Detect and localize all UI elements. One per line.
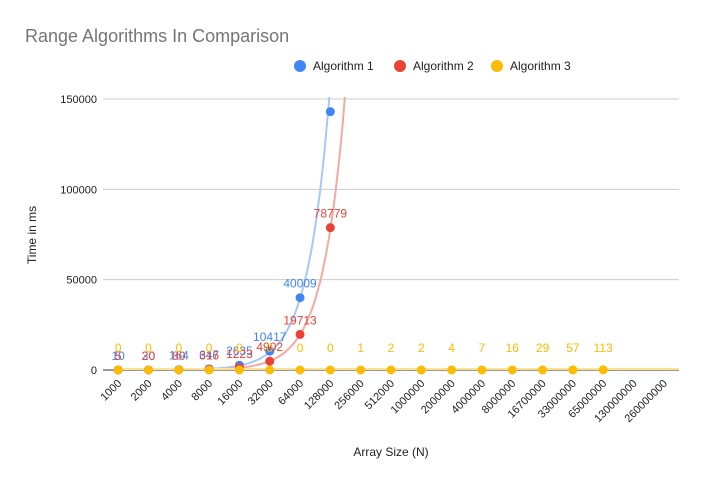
data-label: 2	[418, 341, 425, 355]
y-axis-label: Time in ms	[25, 206, 39, 264]
data-point	[325, 107, 335, 117]
x-tick-label: 128000	[302, 378, 336, 412]
data-label: 78779	[314, 207, 348, 221]
data-label: 2	[388, 341, 395, 355]
data-point	[143, 365, 153, 375]
data-label: 113	[594, 341, 613, 355]
legend-marker	[294, 60, 306, 72]
data-label: 0	[297, 341, 304, 355]
data-label: 647	[199, 348, 219, 362]
data-point	[325, 365, 335, 375]
data-point	[447, 365, 457, 375]
data-label: 80	[172, 349, 186, 363]
legend-label: Algorithm 2	[413, 59, 474, 73]
x-tick-label: 4000	[159, 378, 185, 404]
chart-title: Range Algorithms In Comparison	[25, 26, 289, 46]
data-label: 0	[175, 341, 182, 355]
x-tick-label: 16000	[215, 378, 245, 408]
data-label: 7	[479, 341, 486, 355]
data-label: 16	[506, 341, 520, 355]
data-point	[265, 365, 275, 375]
data-label: 0	[115, 341, 122, 355]
data-label: 30	[142, 349, 156, 363]
data-label: 10	[111, 349, 125, 363]
data-label: 20	[142, 349, 156, 363]
y-tick-label: 150000	[60, 94, 97, 106]
data-point	[295, 293, 305, 303]
data-points	[113, 107, 608, 375]
data-label: 164	[169, 349, 189, 363]
data-label: 1	[357, 341, 364, 355]
data-point	[356, 365, 366, 375]
data-point	[113, 365, 123, 375]
data-label: 2635	[226, 344, 253, 358]
legend-marker	[394, 60, 406, 72]
x-tick-label: 2000	[129, 378, 155, 404]
data-label: 40009	[283, 277, 317, 291]
y-tick-label: 0	[91, 365, 97, 377]
data-label: 5	[115, 349, 122, 363]
data-label: 0	[206, 341, 213, 355]
data-point	[234, 365, 244, 375]
data-point	[507, 365, 517, 375]
data-point	[538, 365, 548, 375]
data-point	[416, 365, 426, 375]
data-point	[477, 365, 487, 375]
data-label: 316	[199, 348, 219, 362]
data-label: 29	[536, 341, 550, 355]
data-point	[174, 365, 184, 375]
data-label: 0	[266, 341, 273, 355]
trend-lines	[118, 97, 679, 370]
data-label: 1223	[226, 347, 253, 361]
x-tick-label: 8000	[189, 378, 215, 404]
data-point	[204, 365, 214, 375]
data-label: 19713	[283, 313, 317, 327]
x-tick-label: 256000	[332, 378, 366, 412]
legend-label: Algorithm 3	[510, 59, 571, 73]
y-tick-label: 50000	[66, 275, 97, 287]
data-label: 57	[566, 341, 580, 355]
legend-marker	[491, 60, 503, 72]
data-label: 4	[448, 341, 455, 355]
data-label: 0	[145, 341, 152, 355]
data-label: 4902	[256, 340, 283, 354]
data-label: 0	[327, 341, 334, 355]
y-tick-label: 100000	[60, 184, 97, 196]
x-axis-label: Array Size (N)	[353, 445, 428, 459]
grid	[103, 98, 679, 371]
data-point	[265, 356, 275, 366]
data-point	[568, 365, 578, 375]
legend: Algorithm 1 Algorithm 2 Algorithm 3	[294, 59, 571, 73]
x-tick-label: 32000	[246, 378, 276, 408]
data-label: 10417	[253, 330, 287, 344]
data-point	[295, 365, 305, 375]
x-tick-label: 1000	[98, 378, 124, 404]
data-point	[295, 329, 305, 339]
data-point	[325, 223, 335, 233]
legend-label: Algorithm 1	[313, 59, 374, 73]
data-point	[598, 365, 608, 375]
data-label: 0	[236, 341, 243, 355]
data-point	[386, 365, 396, 375]
data-point	[265, 346, 275, 356]
